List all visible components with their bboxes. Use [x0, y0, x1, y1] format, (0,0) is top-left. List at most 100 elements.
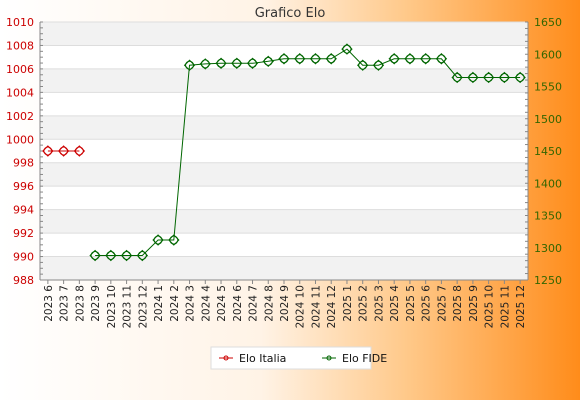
legend-marker-1 — [326, 355, 332, 361]
x-tick-label: 2024 7 — [248, 285, 260, 322]
x-tick-label: 2023 6 — [43, 285, 55, 322]
right-tick-label: 1500 — [534, 113, 562, 126]
series-marker-ring-0 — [74, 146, 84, 156]
legend-marker-0 — [223, 355, 229, 361]
series-marker-ring-1 — [295, 54, 305, 64]
left-tick-label: 1000 — [6, 133, 34, 146]
x-tick-label: 2024 1 — [153, 285, 165, 322]
legend-box — [210, 346, 372, 370]
left-tick-label: 1004 — [6, 86, 34, 99]
series-marker-ring-1 — [263, 56, 273, 66]
x-tick-label: 2024 12 — [326, 285, 338, 328]
x-tick-label: 2024 4 — [200, 285, 212, 322]
series-marker-ring-1 — [185, 60, 195, 70]
right-tick-label: 1250 — [534, 274, 562, 287]
x-tick-label: 2025 7 — [436, 285, 448, 322]
right-tick-label: 1600 — [534, 48, 562, 61]
series-marker-ring-1 — [310, 54, 320, 64]
x-tick-label: 2023 9 — [90, 285, 102, 322]
grid-band — [40, 22, 528, 46]
x-tick-label: 2024 10 — [295, 285, 307, 328]
x-tick-label: 2025 9 — [468, 285, 480, 322]
left-tick-label: 994 — [13, 204, 34, 217]
plot-background — [40, 22, 528, 280]
x-tick-label: 2025 3 — [373, 285, 385, 322]
series-marker-ring-1 — [373, 60, 383, 70]
x-tick-label: 2024 3 — [185, 285, 197, 322]
series-marker-ring-1 — [499, 72, 509, 82]
left-tick-label: 992 — [13, 227, 34, 240]
series-marker-ring-1 — [326, 54, 336, 64]
series-marker-ring-1 — [122, 250, 132, 260]
left-tick-label: 1010 — [6, 16, 34, 29]
x-tick-label: 2024 8 — [263, 285, 275, 322]
x-tick-label: 2025 2 — [358, 285, 370, 322]
series-line-1 — [95, 48, 521, 256]
right-tick-label: 1550 — [534, 81, 562, 94]
x-tick-label: 2025 11 — [499, 285, 511, 328]
left-tick-label: 1008 — [6, 39, 34, 52]
series-marker-ring-1 — [169, 235, 179, 245]
right-tick-label: 1400 — [534, 177, 562, 190]
series-marker-ring-1 — [232, 58, 242, 68]
left-tick-label: 996 — [13, 180, 34, 193]
series-marker-ring-1 — [405, 54, 415, 64]
plot-area: 988 990 992 994 996 998 1000 1002 1004 1006 1008 10… — [6, 16, 562, 328]
series-marker-ring-1 — [137, 250, 147, 260]
x-tick-label: 2024 9 — [279, 285, 291, 322]
left-tick-label: 998 — [13, 157, 34, 170]
series-marker-ring-1 — [452, 72, 462, 82]
series-marker-ring-1 — [515, 72, 525, 82]
legend-label-0: Elo Italia — [239, 352, 286, 365]
x-tick-label: 2025 5 — [405, 285, 417, 322]
series-marker-ring-1 — [279, 54, 289, 64]
left-tick-label: 1006 — [6, 63, 34, 76]
series-marker-ring-1 — [248, 58, 258, 68]
x-tick-label: 2023 7 — [59, 285, 71, 322]
series-marker-ring-1 — [389, 54, 399, 64]
x-tick-label: 2023 8 — [74, 285, 86, 322]
series-marker-ring-1 — [106, 250, 116, 260]
series-marker-ring-1 — [484, 72, 494, 82]
x-tick-label: 2025 10 — [484, 285, 496, 328]
legend-label-1: Elo FIDE — [342, 352, 387, 365]
grid-band — [40, 115, 528, 140]
grid-band — [40, 256, 528, 280]
chart-title: Grafico Elo — [255, 6, 326, 21]
grid-band — [40, 162, 528, 187]
right-tick-label: 1650 — [534, 16, 562, 29]
x-tick-label: 2023 12 — [137, 285, 149, 328]
left-tick-label: 990 — [13, 251, 34, 264]
series-marker-ring-1 — [358, 60, 368, 70]
x-tick-label: 2024 2 — [169, 285, 181, 322]
x-tick-label: 2025 12 — [515, 285, 527, 328]
series-marker-ring-0 — [59, 146, 69, 156]
x-tick-label: 2024 11 — [310, 285, 322, 328]
right-tick-label: 1450 — [534, 145, 562, 158]
series-marker-ring-1 — [468, 72, 478, 82]
x-tick-label: 2025 8 — [452, 285, 464, 322]
series-marker-ring-1 — [216, 58, 226, 68]
series-marker-ring-1 — [90, 250, 100, 260]
right-tick-label: 1350 — [534, 210, 562, 223]
series-marker-ring-1 — [153, 235, 163, 245]
series-marker-ring-1 — [200, 59, 210, 69]
x-tick-label: 2025 4 — [389, 285, 401, 322]
series-marker-ring-0 — [43, 146, 53, 156]
series-marker-ring-1 — [436, 54, 446, 64]
x-tick-label: 2023 10 — [106, 285, 118, 328]
x-tick-label: 2023 11 — [122, 285, 134, 328]
x-tick-label: 2024 5 — [216, 285, 228, 322]
x-tick-label: 2025 1 — [342, 285, 354, 322]
left-tick-label: 988 — [13, 274, 34, 287]
grid-band — [40, 68, 528, 93]
legend: Elo Italia Elo FIDE — [210, 346, 387, 370]
grid-band — [40, 209, 528, 234]
x-tick-label: 2025 6 — [421, 285, 433, 322]
x-tick-label: 2024 6 — [232, 285, 244, 322]
right-tick-label: 1300 — [534, 242, 562, 255]
left-tick-label: 1002 — [6, 110, 34, 123]
series-marker-ring-1 — [421, 54, 431, 64]
